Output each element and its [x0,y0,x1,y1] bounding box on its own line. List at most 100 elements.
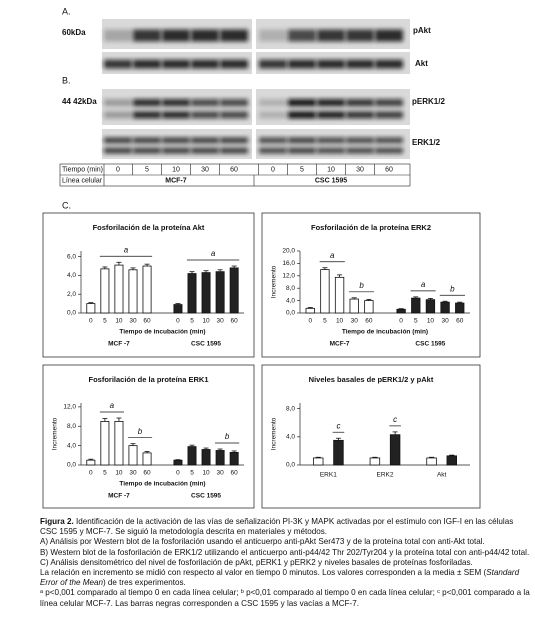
bar [396,308,406,314]
blot-label: Akt [415,59,428,68]
x-tick-label: 60 [365,318,373,325]
blot-band [259,29,287,42]
x-tick-label: 0 [176,318,180,325]
x-tick-label: 10 [202,470,210,477]
table-cell: 5 [145,166,149,173]
blot-band [317,99,345,107]
panel-label: B. [62,75,71,85]
y-tick-label: 6,0 [67,253,76,260]
marker-label: 60kDa [62,28,86,37]
blot-band [375,29,403,42]
significance-label: a [124,245,129,254]
blot-band [317,111,345,119]
blot-band [259,111,287,119]
blot-label: pERK1/2 [412,97,445,106]
chart-title: Fosforilación de la proteína ERK1 [88,375,208,384]
x-tick-label: 10 [336,318,344,325]
x-tick-label: 5 [190,318,194,325]
blot-band [375,137,403,144]
blot-band [346,111,374,119]
blot-band [104,147,132,154]
blot-background [256,129,410,159]
y-tick-label: 20,0 [282,248,295,255]
blot-band [259,59,287,69]
panel-label: C. [62,200,71,210]
x-tick-label: 10 [427,318,435,325]
bar [446,455,457,466]
bar [389,434,401,466]
x-tick-label: 0 [89,318,93,325]
x-tick-label: 30 [216,470,224,477]
y-tick-label: 8,0 [286,405,295,412]
bar [229,267,239,314]
table-cell: MCF-7 [165,177,186,184]
x-tick-label: 5 [323,318,327,325]
bar [114,421,124,466]
group-label: CSC 1595 [415,341,445,348]
chart-frame [261,364,481,509]
y-axis-label: Incremento [52,417,59,450]
blot-band [346,29,374,42]
x-tick-label: 10 [202,318,210,325]
bar [334,276,345,314]
blot-band [220,147,248,154]
bar [349,298,359,314]
x-tick-label: 10 [115,470,123,477]
bar [201,272,211,314]
y-axis-label: Incremento [271,265,278,298]
blot-label: ERK1/2 [412,138,441,147]
blot-band [317,59,345,69]
bar [201,449,211,466]
blot-band [288,29,316,42]
blot-band [288,99,316,107]
x-tick-label: 30 [129,318,137,325]
significance-label: c [393,415,397,424]
bar [369,457,381,466]
blot-band [220,99,248,107]
significance-label: a [421,280,426,289]
table-cell: 30 [201,166,209,173]
table-cell: 60 [230,166,238,173]
x-tick-label: 0 [308,318,312,325]
bar [229,452,239,466]
x-tick-label: 30 [129,470,137,477]
bar [455,302,465,314]
x-tick-label: 5 [190,470,194,477]
bar [425,299,436,314]
y-tick-label: 4,0 [286,297,295,304]
x-axis-label: Tiempo de incubación (min) [119,481,205,488]
blot-band [104,59,132,69]
note-text: La relación en incremento se midió con r… [40,568,487,578]
note-italic: Standard Error of the Mean [40,568,520,588]
x-tick-label: 0 [89,470,93,477]
table-cell: 0 [116,166,120,173]
bar [100,268,110,314]
bar [128,445,138,466]
blot-band [220,111,248,119]
chart-frame [42,212,255,358]
x-tick-label: 60 [143,318,151,325]
note-text: ) de tres experimentos. [102,578,186,588]
x-tick-label: 60 [231,470,239,477]
bar [215,450,225,466]
caption-item: A) Análisis por Western blot de la fosfo… [40,537,485,547]
x-tick-label: ERK2 [377,472,394,479]
chart-frame [42,364,255,509]
y-tick-label: 8,0 [286,285,295,292]
bar [313,457,324,466]
blot-band [133,59,161,69]
blot-band [104,137,132,144]
bar [364,300,374,314]
blot-band [317,147,345,154]
x-tick-label: 5 [103,318,107,325]
table-cell: 10 [327,166,335,173]
x-tick-label: 5 [103,470,107,477]
y-tick-label: 2,0 [67,291,76,298]
chart-frame [261,212,481,358]
x-axis-label: Tiempo de incubación (min) [119,329,205,336]
bar [142,452,152,466]
y-tick-label: 4,0 [286,434,295,441]
blot-band [191,147,219,154]
bar [187,446,197,466]
y-tick-label: 0,0 [286,310,295,317]
